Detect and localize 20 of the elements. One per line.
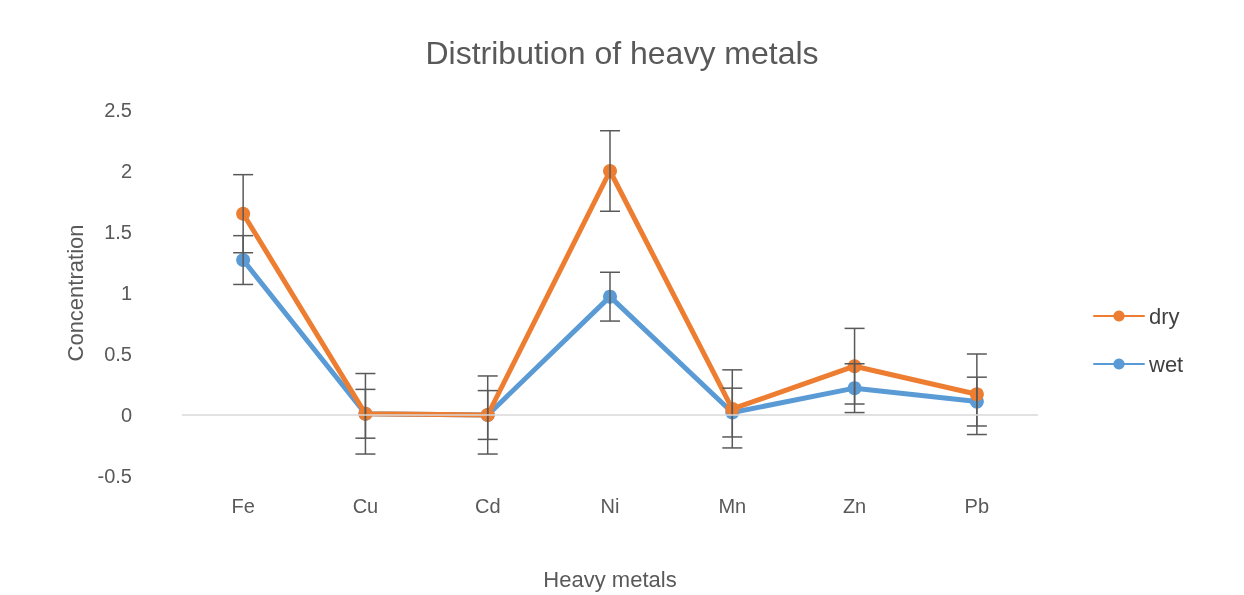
y-axis-title: Concentration [63,224,89,362]
y-tick-label: 0 [120,404,132,426]
x-tick-label: Pb [964,495,990,517]
legend-label: dry [1149,303,1180,329]
y-tick-label: 2.5 [104,99,132,121]
legend-label: wet [1148,351,1184,377]
x-tick-label: Cu [352,495,379,517]
x-axis-title: Heavy metals [543,566,677,592]
x-tick-label: Zn [842,495,867,517]
y-tick-label: 2 [120,160,132,182]
x-tick-label: Fe [231,495,255,517]
y-tick-label: 1.5 [104,221,132,243]
x-tick-label: Ni [600,495,620,517]
x-tick-label: Cd [474,495,501,517]
chart-title: Distribution of heavy metals [425,35,819,71]
point [847,381,862,396]
y-tick-label: 1 [120,282,132,304]
x-tick-label: Mn [718,495,747,517]
y-tick-label: 0.5 [104,343,132,365]
y-tick-label: -0.5 [97,465,132,487]
